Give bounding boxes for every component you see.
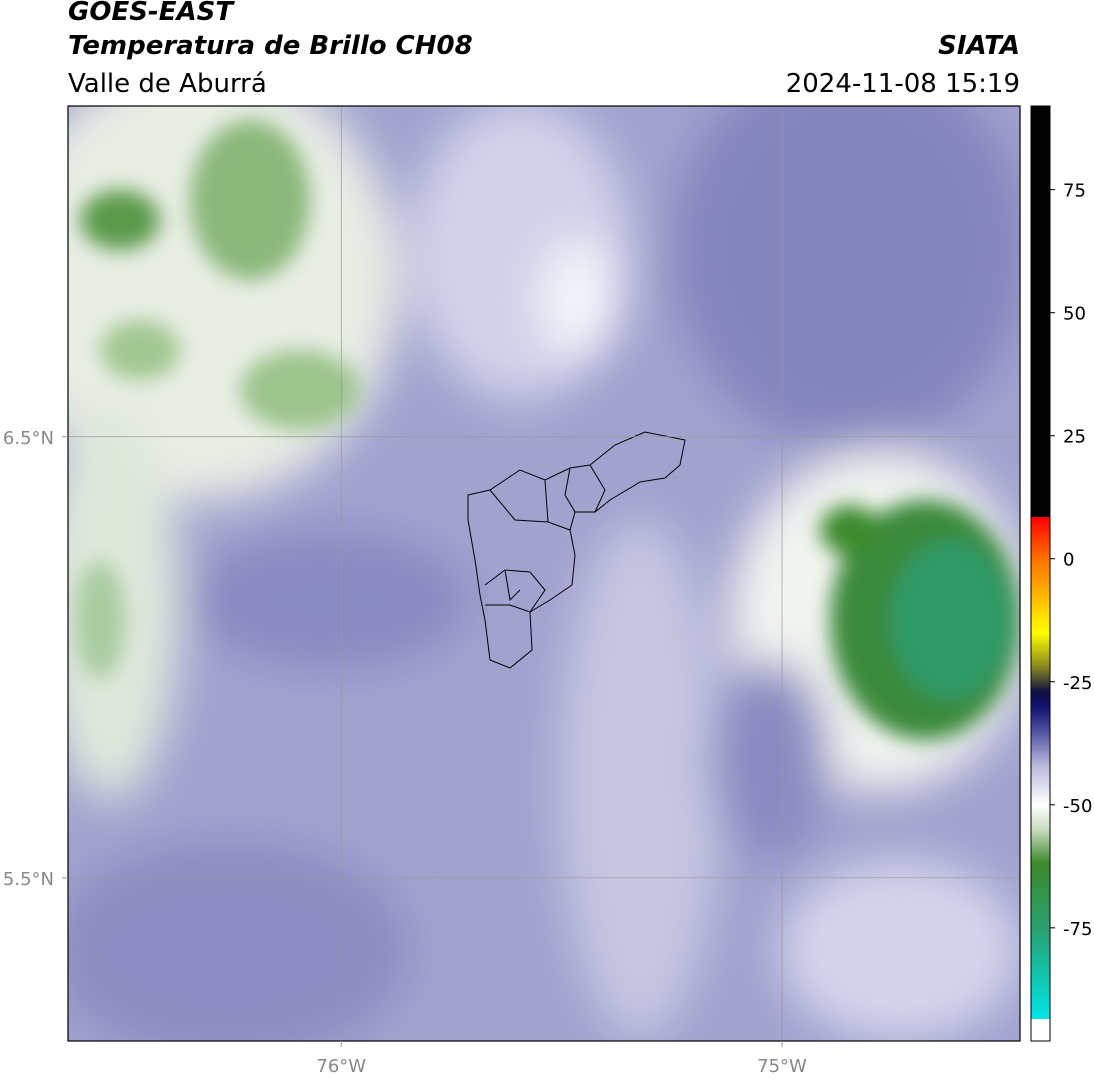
colorbar-label: 0 — [1063, 550, 1074, 571]
y-tick-label: 5.5°N — [3, 869, 54, 890]
colorbar-label: 50 — [1063, 304, 1086, 325]
x-tick-label: 75°W — [757, 1056, 807, 1077]
basin-outline — [467, 431, 686, 669]
colorbar-label: -25 — [1063, 673, 1092, 694]
subtitle: Temperatura de Brillo CH08 — [68, 31, 473, 61]
satellite-image — [68, 106, 1020, 1041]
datetime: 2024-11-08 15:19 — [786, 69, 1020, 99]
map-frame — [67, 105, 1021, 1042]
x-tick-label: 76°W — [316, 1056, 366, 1077]
y-tick-label: 6.5°N — [3, 428, 54, 449]
title: GOES-EAST — [68, 0, 235, 27]
region: Valle de Aburrá — [68, 69, 267, 99]
colorbar-label: 75 — [1063, 181, 1086, 202]
colorbar-label: 25 — [1063, 427, 1086, 448]
colorbar-label: -75 — [1063, 919, 1092, 940]
colorbar-label: -50 — [1063, 796, 1092, 817]
graticule — [68, 106, 1020, 1041]
source: SIATA — [938, 31, 1020, 61]
colorbar — [1030, 105, 1051, 1042]
